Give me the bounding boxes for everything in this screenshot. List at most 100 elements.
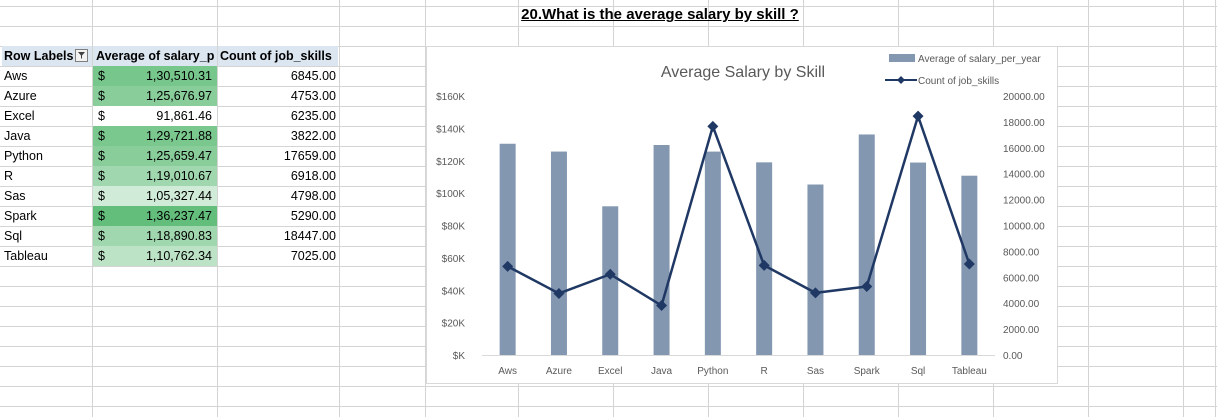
count-marker[interactable]	[758, 259, 770, 271]
pivot-salary-cell[interactable]: $1,25,676.97	[93, 86, 217, 106]
salary-value: 1,25,676.97	[145, 89, 212, 103]
pivot-row-label[interactable]: Azure	[4, 89, 37, 103]
category-label: Java	[651, 366, 673, 377]
pivot-count-cell[interactable]: 5290.00	[290, 209, 336, 223]
count-skills-header[interactable]: Count of job_skills	[218, 46, 338, 66]
count-marker[interactable]	[861, 280, 873, 292]
pivot-salary-cell[interactable]: $1,10,762.34	[93, 246, 217, 266]
pivot-count-cell[interactable]: 6235.00	[290, 109, 336, 123]
left-axis-tick-label: $K	[453, 351, 466, 362]
count-marker[interactable]	[963, 258, 975, 270]
currency-symbol: $	[98, 149, 105, 163]
pivot-count-cell[interactable]: 7025.00	[290, 249, 336, 263]
salary-value: 1,36,237.47	[145, 209, 212, 223]
pivot-count-cell[interactable]: 6918.00	[290, 169, 336, 183]
left-axis-tick-label: $120K	[436, 157, 465, 168]
salary-value: 1,30,510.31	[145, 69, 212, 83]
salary-bar[interactable]	[704, 151, 721, 355]
filter-icon[interactable]	[75, 49, 89, 63]
salary-value: 1,05,327.44	[145, 189, 212, 203]
salary-value: 1,19,010.67	[145, 169, 212, 183]
left-axis-tick-label: $160K	[436, 92, 465, 103]
pivot-row-label[interactable]: Excel	[4, 109, 35, 123]
category-label: Aws	[498, 366, 517, 377]
left-axis-tick-label: $60K	[442, 254, 466, 265]
chart-container[interactable]: Average Salary by Skill $K $20K $40K $60K $80…	[426, 46, 1058, 384]
salary-bar[interactable]	[858, 134, 875, 355]
pivot-count-cell[interactable]: 17659.00	[283, 149, 336, 163]
pivot-salary-cell[interactable]: $1,18,890.83	[93, 226, 217, 246]
salary-value: 1,25,659.47	[145, 149, 212, 163]
legend-line-label: Count of job_skills	[918, 76, 999, 87]
count-marker[interactable]	[604, 268, 616, 280]
pivot-salary-cell[interactable]: $1,05,327.44	[93, 186, 217, 206]
count-marker[interactable]	[707, 120, 719, 132]
combo-chart: Average Salary by Skill $K $20K $40K $60K $80…	[436, 54, 1045, 377]
currency-symbol: $	[98, 69, 105, 83]
legend-line-marker	[897, 76, 905, 84]
pivot-row-label[interactable]: Aws	[4, 69, 28, 83]
salary-bar[interactable]	[910, 162, 927, 355]
salary-value: 1,18,890.83	[145, 229, 212, 243]
salary-bar[interactable]	[550, 151, 567, 355]
count-marker[interactable]	[656, 300, 668, 312]
count-line[interactable]	[507, 114, 971, 307]
pivot-salary-cell[interactable]: $1,29,721.88	[93, 126, 217, 146]
currency-symbol: $	[98, 109, 105, 123]
left-axis-tick-label: $140K	[436, 124, 465, 135]
pivot-row-label[interactable]: Sas	[4, 189, 26, 203]
salary-value: 91,861.46	[156, 109, 212, 123]
currency-symbol: $	[98, 209, 105, 223]
pivot-row-label[interactable]: R	[4, 169, 14, 183]
pivot-count-cell[interactable]: 3822.00	[290, 129, 336, 143]
category-label: Sql	[911, 366, 925, 377]
count-marker[interactable]	[912, 110, 924, 122]
right-axis-tick-label: 20000.00	[1003, 92, 1045, 103]
pivot-row-label[interactable]: Spark	[4, 209, 37, 223]
currency-symbol: $	[98, 129, 105, 143]
pivot-count-cell[interactable]: 18447.00	[283, 229, 336, 243]
category-label: Tableau	[952, 366, 987, 377]
right-axis-tick-label: 2000.00	[1003, 325, 1040, 336]
salary-bar[interactable]	[807, 184, 824, 355]
count-marker[interactable]	[809, 287, 821, 299]
left-axis-tick-label: $100K	[436, 189, 465, 200]
right-axis-tick-label: 8000.00	[1003, 247, 1040, 258]
pivot-salary-cell[interactable]: $1,30,510.31	[93, 66, 217, 86]
right-axis-tick-label: 0.00	[1003, 351, 1023, 362]
pivot-salary-cell[interactable]: $1,36,237.47	[93, 206, 217, 226]
right-axis-tick-label: 18000.00	[1003, 118, 1045, 129]
pivot-row-label[interactable]: Python	[4, 149, 43, 163]
pivot-count-cell[interactable]: 4798.00	[290, 189, 336, 203]
pivot-salary-cell[interactable]: $1,25,659.47	[93, 146, 217, 166]
salary-bar[interactable]	[653, 145, 670, 355]
pivot-row-label[interactable]: Java	[4, 129, 31, 143]
right-axis-tick-label: 12000.00	[1003, 196, 1045, 207]
pivot-salary-cell[interactable]: $1,19,010.67	[93, 166, 217, 186]
category-label: R	[761, 366, 768, 377]
legend-bar-swatch	[889, 54, 915, 62]
legend-bar-label: Average of salary_per_year	[918, 54, 1041, 65]
salary-bar[interactable]	[756, 162, 773, 355]
category-label: Python	[697, 366, 728, 377]
currency-symbol: $	[98, 169, 105, 183]
left-axis-tick-label: $80K	[442, 222, 466, 233]
salary-value: 1,10,762.34	[145, 249, 212, 263]
currency-symbol: $	[98, 89, 105, 103]
salary-bar[interactable]	[602, 206, 619, 355]
chart-legend[interactable]: Average of salary_per_year Count of job_s…	[885, 54, 1041, 87]
right-axis-tick-label: 4000.00	[1003, 299, 1040, 310]
pivot-row-label[interactable]: Sql	[4, 229, 23, 243]
pivot-row-label[interactable]: Tableau	[4, 249, 48, 263]
category-label: Azure	[546, 366, 573, 377]
pivot-salary-cell[interactable]: $91,861.46	[93, 106, 217, 126]
row-labels-header[interactable]: Row Labels	[2, 46, 92, 66]
pivot-count-cell[interactable]: 4753.00	[290, 89, 336, 103]
row-labels-header-text: Row Labels	[4, 49, 74, 63]
left-axis-tick-label: $20K	[442, 319, 466, 330]
pivot-count-cell[interactable]: 6845.00	[290, 69, 336, 83]
currency-symbol: $	[98, 189, 105, 203]
count-marker[interactable]	[553, 287, 565, 299]
salary-bar[interactable]	[499, 143, 516, 355]
avg-salary-header[interactable]: Average of salary_p	[93, 46, 217, 66]
